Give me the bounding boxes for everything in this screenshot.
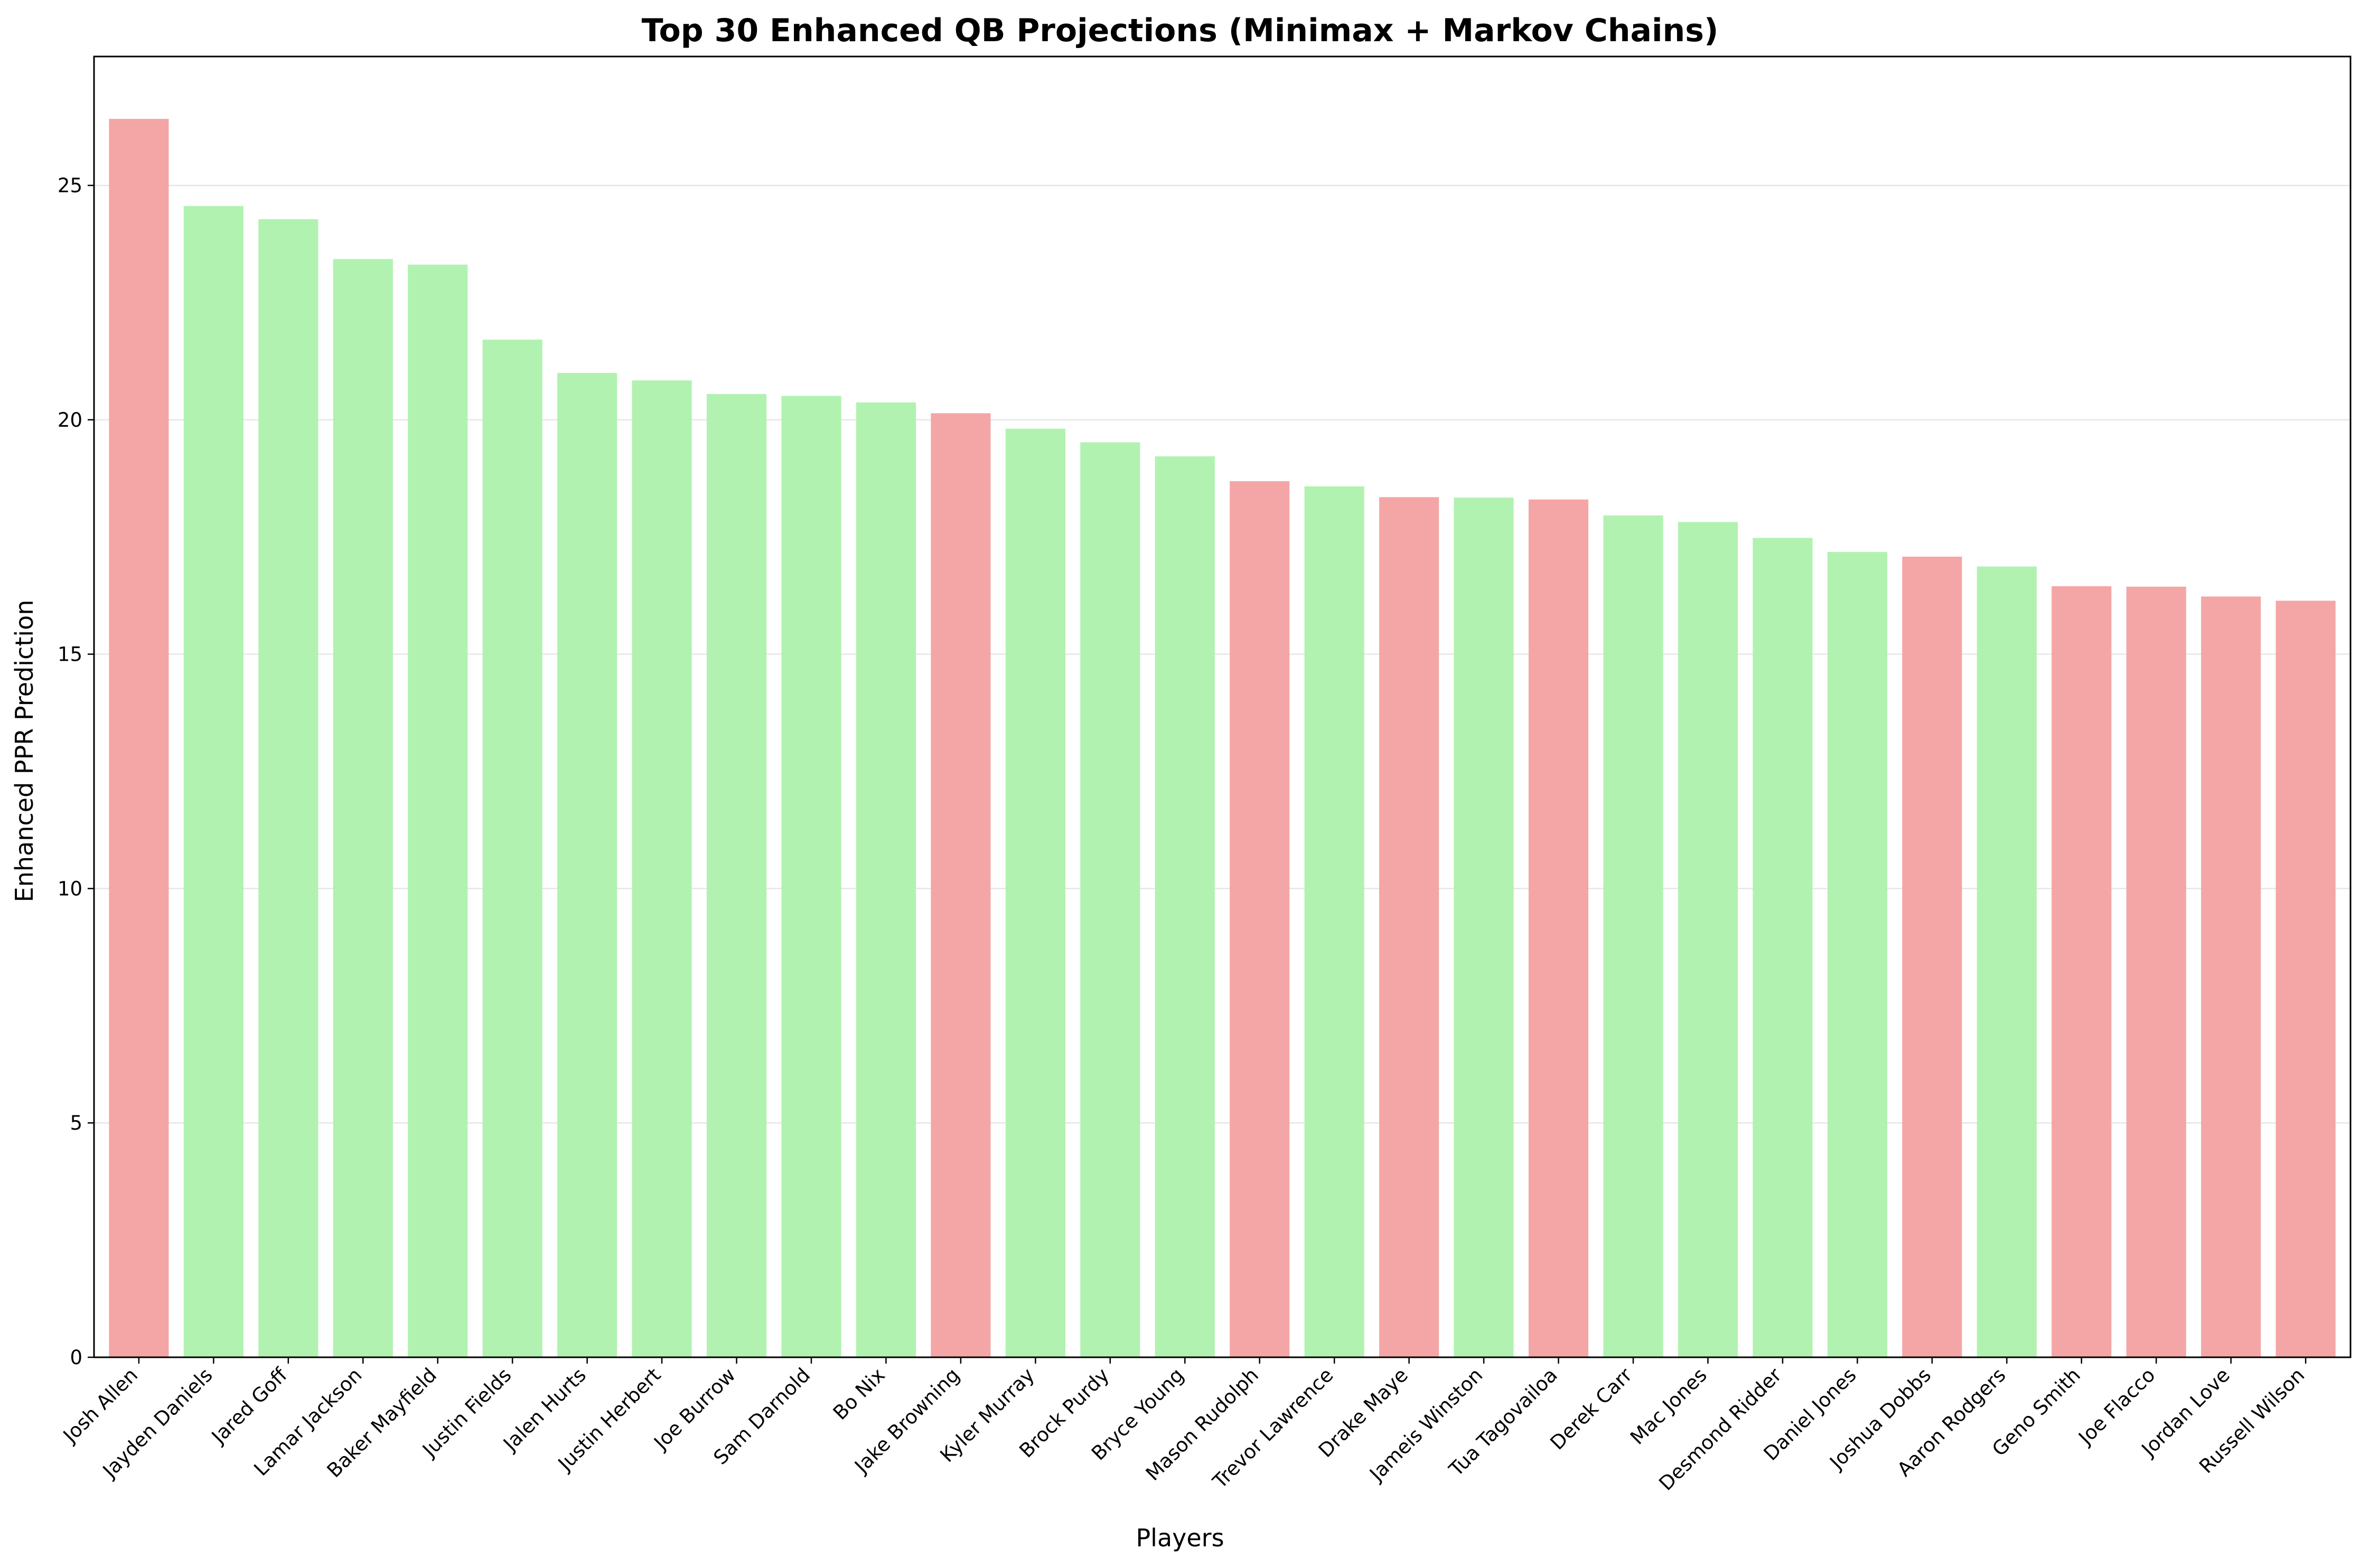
bar-23 [1753,538,1813,1357]
bar-15 [1155,456,1215,1357]
bar-6 [482,340,542,1357]
bar-1 [109,119,169,1358]
bar-5 [408,265,468,1357]
bar-8 [632,380,692,1357]
bar-24 [1827,552,1887,1357]
y-tick-label-15: 15 [58,643,82,666]
bar-13 [1005,428,1065,1357]
bar-22 [1678,522,1738,1357]
bar-12 [931,413,991,1357]
bar-20 [1528,499,1589,1357]
bar-10 [781,396,841,1358]
plot-frame [93,55,2352,1358]
x-tick-label-21: Derek Carr [1546,1363,1637,1454]
grid-lines [94,184,2350,1124]
bar-9 [706,394,767,1358]
bar-17 [1304,486,1364,1358]
axes [93,55,2352,1358]
bar-30 [2275,600,2336,1357]
bars [109,119,2336,1358]
bar-26 [1977,566,2037,1357]
y-tick-label-25: 25 [58,174,82,197]
bar-19 [1454,497,1514,1357]
y-tick-label-10: 10 [58,877,82,900]
x-axis-label: Players [1136,1524,1224,1552]
bar-3 [258,219,319,1358]
y-tick-label-0: 0 [70,1346,82,1369]
y-tick-label-20: 20 [58,409,82,431]
bar-29 [2201,596,2261,1357]
bar-28 [2126,586,2186,1357]
y-ticks: 0 5 10 15 20 25 [58,174,94,1369]
bar-27 [2052,586,2112,1357]
bar-4 [333,259,393,1357]
x-tick-label-23: Desmond Ridder [1654,1363,1786,1495]
bar-21 [1603,515,1663,1357]
x-tick-label-11: Bo Nix [829,1364,889,1424]
chart-title: Top 30 Enhanced QB Projections (Minimax … [642,12,1719,49]
y-axis-label: Enhanced PPR Prediction [10,600,39,903]
bar-16 [1230,481,1290,1357]
y-tick-label-5: 5 [70,1112,82,1134]
bar-7 [557,373,617,1357]
bar-18 [1379,497,1439,1358]
bar-25 [1902,557,1962,1357]
bar-2 [183,206,244,1358]
bar-14 [1080,442,1140,1358]
bar-11 [856,402,916,1357]
